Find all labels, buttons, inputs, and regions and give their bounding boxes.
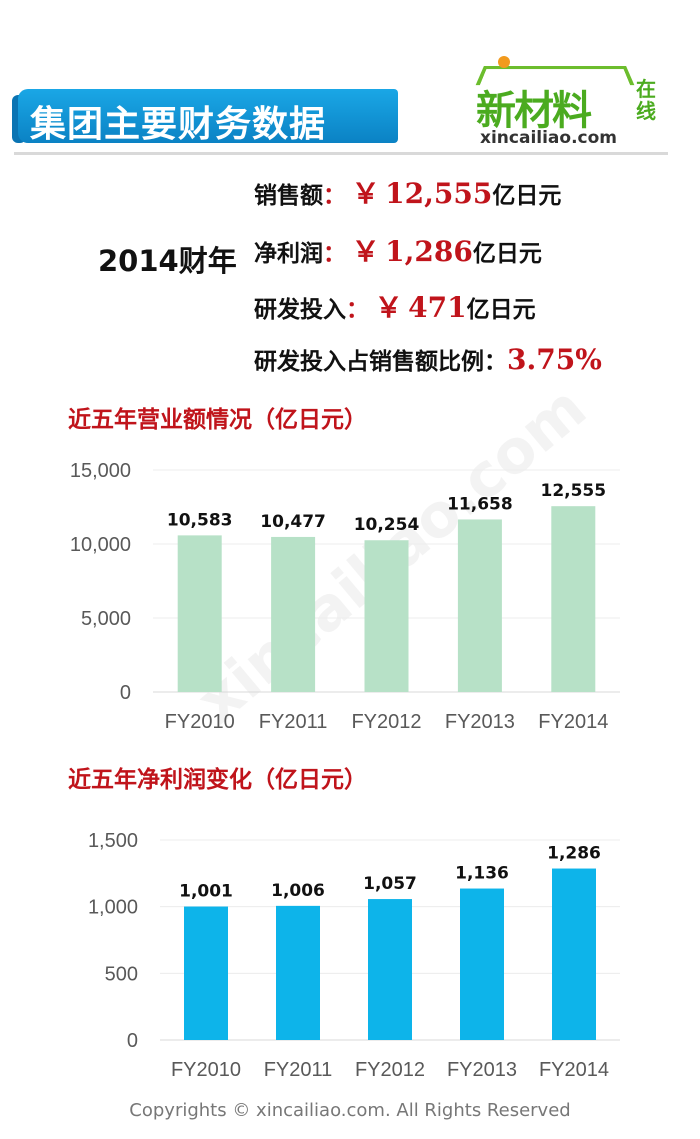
bar-value-label: 1,286	[547, 844, 601, 864]
rnd-ratio-colon: ：	[484, 349, 507, 375]
x-tick-label: FY2011	[259, 711, 328, 733]
bar	[460, 888, 504, 1040]
y-tick-label: 1,000	[88, 897, 138, 919]
bar	[368, 899, 412, 1040]
sales-metric: 销售额： ￥ 12,555亿日元	[254, 172, 561, 212]
bar-value-label: 1,001	[179, 882, 233, 902]
bar-value-label: 10,477	[260, 512, 326, 532]
sales-label: 销售额	[254, 183, 323, 209]
x-tick-label: FY2010	[165, 711, 235, 733]
rnd-unit: 亿日元	[466, 297, 536, 323]
bar	[271, 536, 316, 692]
copyright-notice: Copyrights © xincailiao.com. All Rights …	[129, 1100, 571, 1121]
y-tick-label: 0	[127, 1030, 138, 1052]
rnd-currency: ￥	[374, 291, 403, 324]
x-tick-label: FY2014	[538, 711, 608, 733]
rnd-label: 研发投入	[254, 297, 346, 323]
bar	[551, 506, 596, 692]
bar-value-label: 11,658	[447, 494, 513, 514]
x-tick-label: FY2013	[445, 711, 515, 733]
net-profit-unit: 亿日元	[472, 241, 542, 267]
profit-chart-title: 近五年净利润变化（亿日元）	[68, 767, 367, 793]
sales-unit: 亿日元	[492, 183, 562, 209]
page-title: 集团主要财务数据	[30, 104, 327, 145]
y-tick-label: 0	[120, 682, 131, 704]
bar-value-label: 1,057	[363, 874, 417, 894]
bar-value-label: 10,583	[167, 510, 233, 530]
bar	[364, 540, 409, 692]
rnd-ratio-label: 研发投入占销售额比例	[254, 349, 484, 375]
net-profit-currency: ￥	[351, 235, 380, 268]
x-tick-label: FY2011	[264, 1059, 333, 1081]
bar-value-label: 10,254	[354, 515, 420, 535]
rnd-metric: 研发投入： ￥ 471亿日元	[254, 286, 536, 326]
header-divider	[14, 152, 668, 155]
brand-logo: 新材料 在线 xincailiao.com	[472, 56, 672, 148]
bar	[184, 906, 228, 1040]
x-tick-label: FY2013	[447, 1059, 517, 1081]
y-tick-label: 1,500	[88, 830, 138, 852]
y-tick-label: 500	[105, 963, 138, 985]
x-tick-label: FY2010	[171, 1059, 241, 1081]
net-profit-value: 1,286	[385, 235, 473, 268]
sales-value: 12,555	[385, 177, 493, 210]
net-profit-colon: ：	[323, 241, 346, 267]
logo-online: 在线	[636, 77, 656, 123]
sales-colon: ：	[323, 183, 346, 209]
fiscal-year-label: 2014财年	[98, 244, 237, 278]
bar	[457, 519, 502, 692]
bar	[552, 868, 596, 1040]
y-tick-label: 5,000	[81, 608, 131, 630]
bar-value-label: 1,136	[455, 864, 509, 884]
rnd-ratio-value: 3.75%	[507, 343, 602, 376]
sales-currency: ￥	[351, 177, 380, 210]
logo-name: 新材料	[476, 88, 592, 134]
y-tick-label: 10,000	[70, 534, 131, 556]
revenue-bar-chart: 0 5,000 10,000 15,000 10,583 FY2010 10,477 FY20…	[70, 460, 620, 733]
logo-url: xincailiao.com	[480, 128, 618, 148]
bar	[276, 905, 320, 1040]
logo-dot-icon	[498, 56, 510, 68]
net-profit-metric: 净利润： ￥ 1,286亿日元	[254, 230, 542, 270]
rnd-value: 471	[408, 291, 467, 324]
bar-value-label: 1,006	[271, 881, 325, 901]
header-banner: 集团主要财务数据	[12, 89, 398, 145]
x-tick-label: FY2012	[351, 711, 421, 733]
net-profit-bar-chart: 0 500 1,000 1,500 1,001 FY2010 1,006 FY2011 1,05…	[88, 830, 620, 1081]
rnd-colon: ：	[346, 297, 369, 323]
x-tick-label: FY2012	[355, 1059, 425, 1081]
x-tick-label: FY2014	[539, 1059, 609, 1081]
rnd-ratio-metric: 研发投入占销售额比例：3.75%	[254, 342, 602, 376]
y-tick-label: 15,000	[70, 460, 131, 482]
bar-value-label: 12,555	[540, 481, 606, 501]
net-profit-label: 净利润	[254, 241, 323, 267]
revenue-chart-title: 近五年营业额情况（亿日元）	[68, 407, 367, 433]
bar	[177, 535, 222, 692]
